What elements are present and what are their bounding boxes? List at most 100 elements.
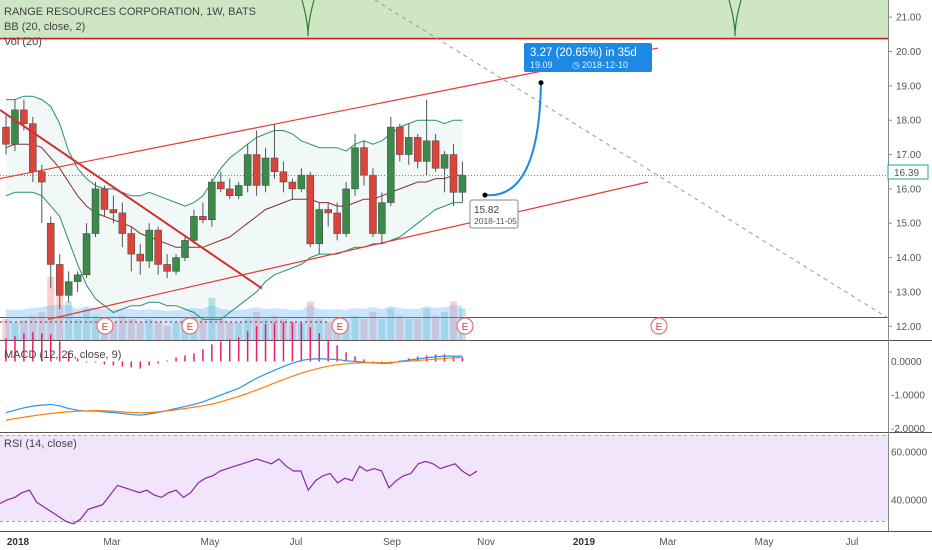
forecast-curve	[484, 82, 542, 197]
forecast-target-price: 19.09	[530, 60, 553, 70]
volume-bar	[83, 308, 91, 340]
price-tick-label: 13.00	[896, 287, 921, 298]
candle-body	[199, 216, 207, 221]
price-tick-label: 20.00	[896, 47, 921, 58]
volume-bar	[47, 277, 55, 340]
time-tick-label: Nov	[477, 537, 495, 548]
candle-body	[118, 212, 127, 234]
candle-body	[2, 126, 10, 145]
price-tick-label: 15.00	[896, 219, 921, 230]
earnings-marker[interactable]	[331, 317, 349, 335]
earnings-marker[interactable]	[456, 317, 474, 335]
start-date: 2018-11-05	[474, 216, 517, 226]
time-tick-label: Mar	[103, 537, 121, 548]
volume-bar	[109, 322, 117, 340]
candle-body	[172, 257, 180, 272]
candle-body	[154, 229, 162, 265]
candle-body	[369, 174, 377, 234]
volume-bar	[163, 326, 171, 340]
volume-bar	[226, 322, 234, 340]
candle-body	[11, 109, 19, 145]
volume-bar	[92, 315, 99, 340]
volume-bar	[396, 315, 404, 340]
chart-title: RANGE RESOURCES CORPORATION, 1W, BATS	[4, 6, 257, 18]
time-tick-label: Mar	[659, 537, 677, 548]
time-tick-label: 2019	[573, 537, 596, 548]
price-tick-label: 12.00	[896, 322, 921, 333]
volume-bar	[450, 301, 457, 340]
earnings-marker[interactable]	[181, 317, 199, 335]
time-tick-label: May	[755, 537, 774, 548]
candle-body	[270, 157, 279, 172]
forecast-label: 3.27 (20.65%) in 35d	[530, 47, 637, 59]
price-tick-label: 18.00	[896, 116, 921, 127]
time-tick-label: Jul	[846, 537, 859, 548]
candle-body	[297, 174, 306, 190]
macd-tick-label: -1.0000	[891, 391, 925, 402]
volume-bar	[414, 319, 422, 340]
volume-bar	[351, 315, 359, 340]
volume-bar	[378, 319, 386, 340]
candle-body	[55, 264, 64, 296]
candle-body	[64, 281, 73, 296]
candle-body	[252, 154, 261, 186]
candle-body	[431, 140, 440, 169]
downtrend-line	[0, 109, 263, 290]
time-tick-label: Jul	[290, 537, 303, 548]
candle-body	[226, 188, 234, 197]
volume-bar	[136, 322, 144, 340]
earnings-marker-label: E	[656, 322, 663, 333]
volume-bar	[253, 312, 261, 340]
candle-body	[396, 126, 404, 155]
candle-body	[181, 240, 189, 258]
volume-bar	[360, 319, 368, 340]
rsi-line	[0, 458, 478, 525]
clock-icon: ◷	[572, 60, 580, 70]
rsi-band-fill	[0, 435, 888, 521]
forecast-target-point	[538, 80, 544, 86]
price-tick-label: 17.00	[896, 150, 921, 161]
candle-body	[38, 171, 46, 183]
macd-line	[5, 355, 463, 416]
start-price: 15.82	[474, 205, 499, 216]
rsi-tick-label: 60.0000	[891, 447, 928, 458]
time-tick-label: 2018	[7, 537, 30, 548]
volume-bar	[11, 322, 19, 340]
candle-body	[351, 147, 359, 190]
top-band-fill	[0, 0, 888, 40]
earnings-marker[interactable]	[96, 317, 114, 335]
earnings-marker-label: E	[462, 322, 469, 333]
volume-bar	[65, 301, 73, 340]
bb-fill	[6, 96, 463, 320]
candle-body	[20, 109, 28, 124]
top-band-spike	[301, 0, 315, 37]
volume-bar	[38, 312, 46, 340]
candle-body	[73, 274, 82, 282]
volume-bar	[387, 308, 395, 340]
candle-body	[279, 171, 288, 183]
candle-body	[91, 188, 100, 234]
start-point-box	[469, 199, 519, 229]
candle-body	[243, 154, 252, 186]
candle-body	[234, 185, 243, 197]
last-price-label: 16.39	[894, 168, 919, 179]
bb-basis-line	[5, 143, 463, 248]
forecast-target-date: 2018-12-10	[582, 60, 628, 70]
volume-bar	[154, 322, 162, 340]
candle-body	[136, 253, 144, 262]
forecast-box	[524, 43, 652, 72]
candle-body	[360, 147, 368, 176]
candle-body	[422, 140, 431, 162]
candle-body	[378, 202, 386, 234]
earnings-marker[interactable]	[650, 317, 668, 335]
price-tick-label: 16.00	[896, 184, 921, 195]
candle-body	[82, 233, 91, 275]
candle-body	[288, 181, 297, 190]
volume-bar	[369, 312, 377, 340]
top-band-spike	[728, 0, 742, 37]
candle-body	[405, 137, 413, 155]
candle-body	[387, 126, 395, 203]
volume-bar	[20, 320, 28, 340]
forecast-start-point	[482, 192, 488, 198]
